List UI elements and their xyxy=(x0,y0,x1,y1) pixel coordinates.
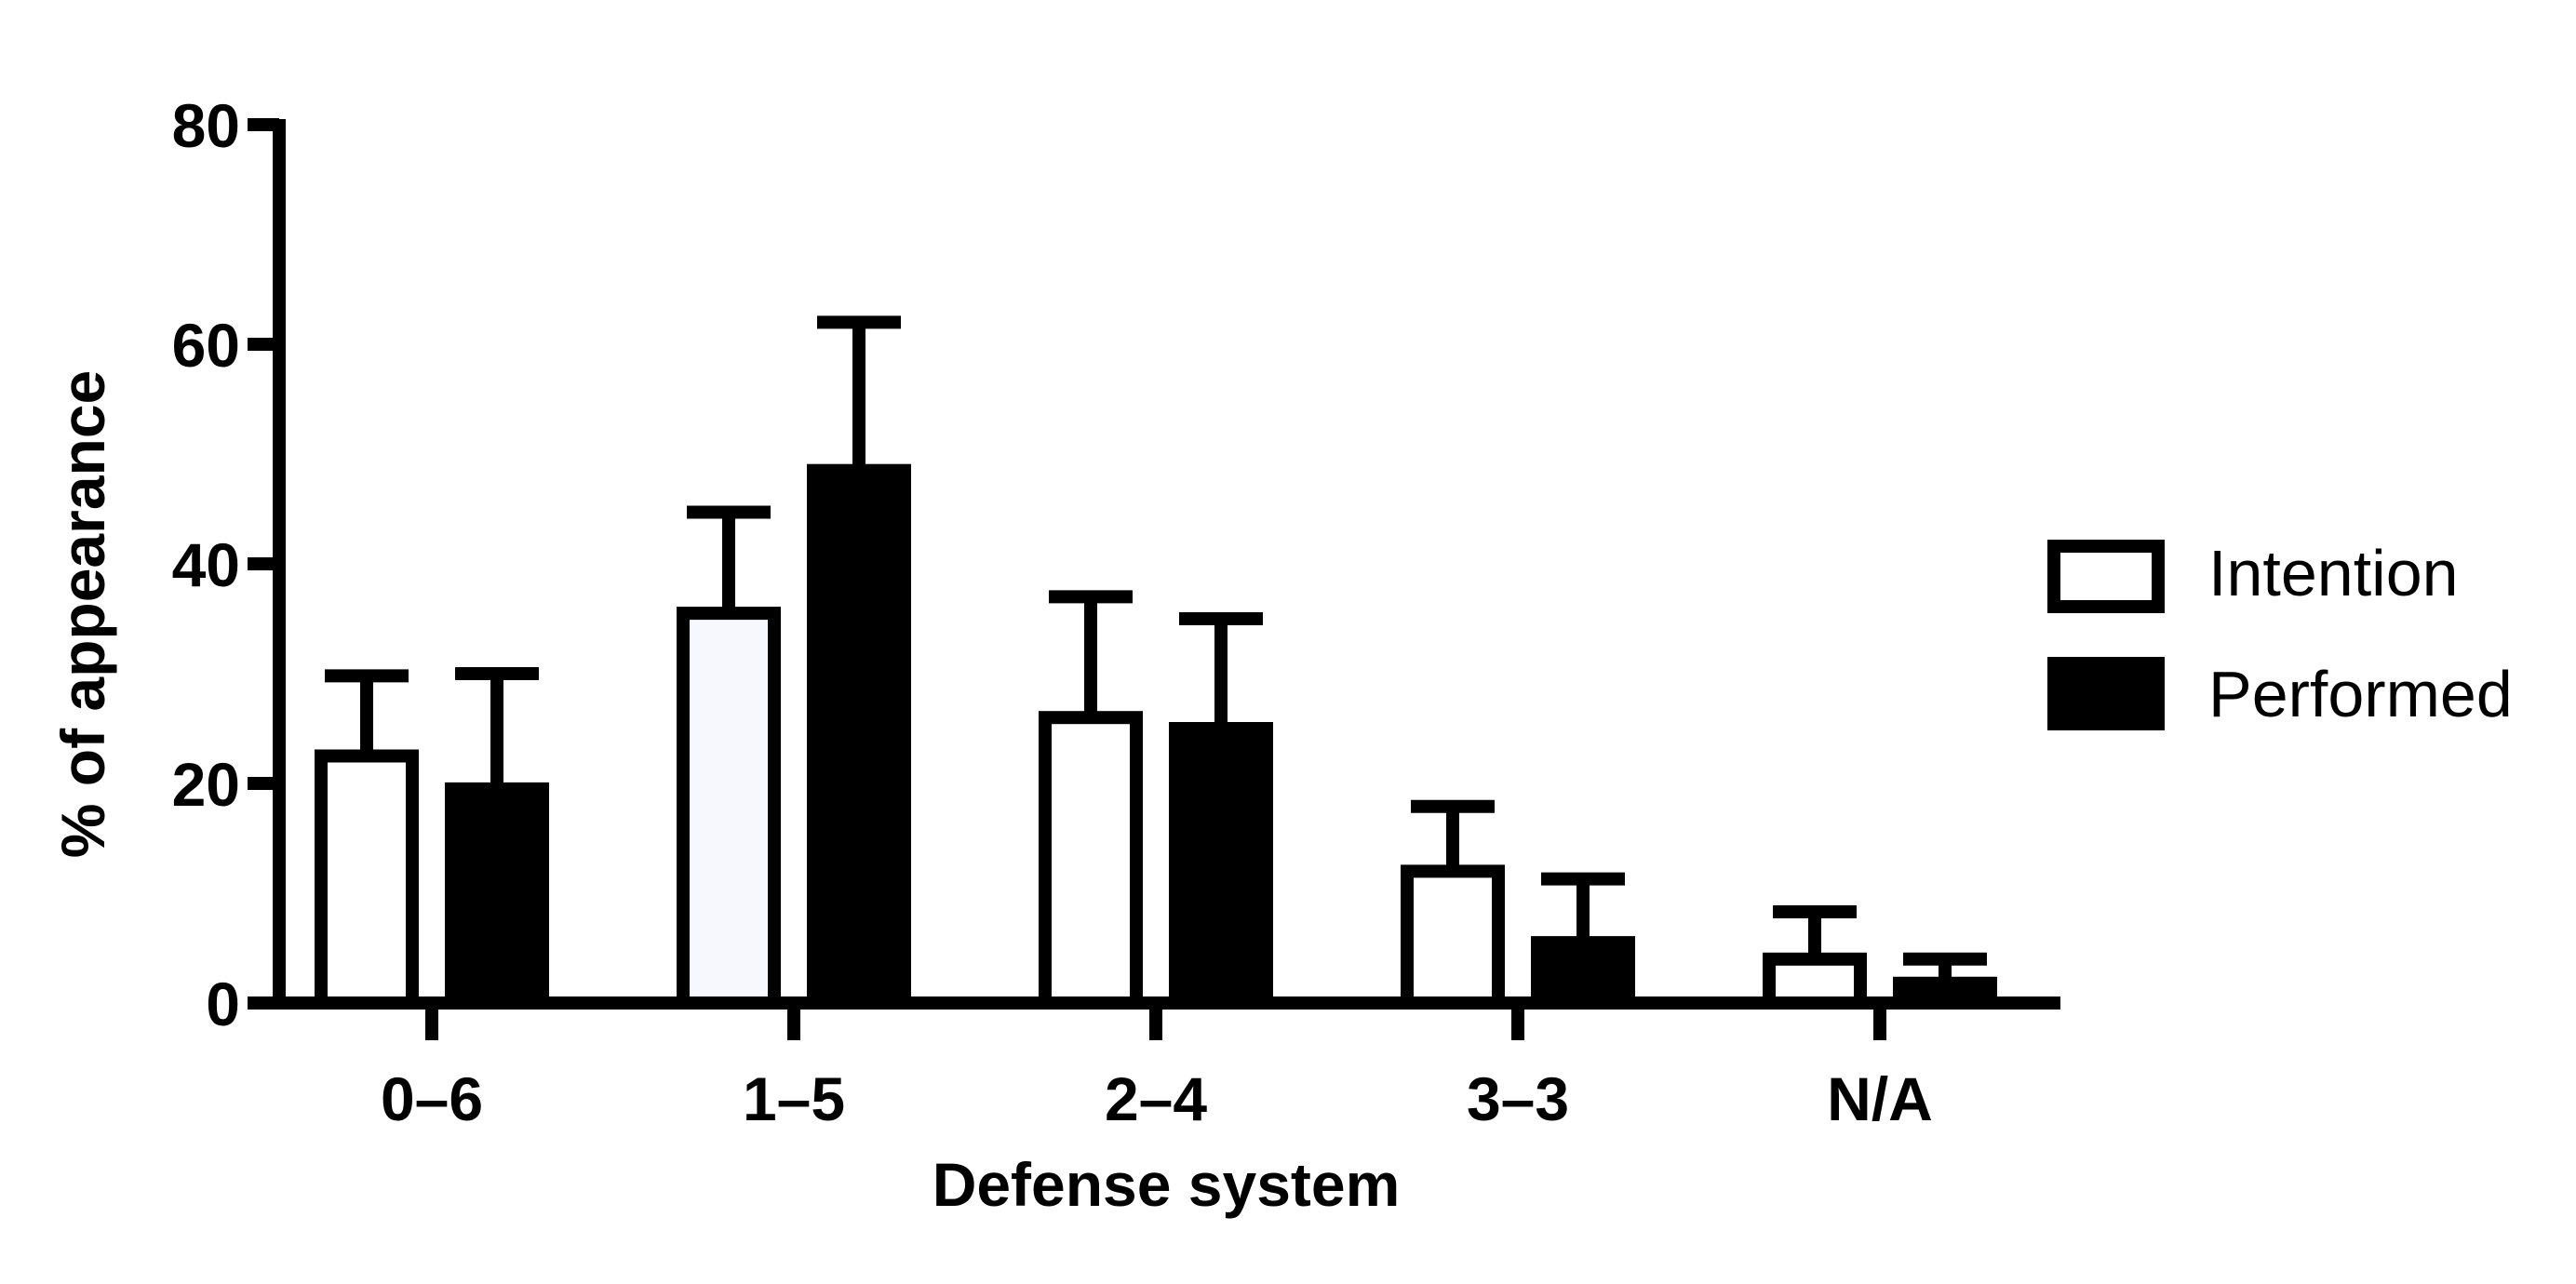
bar-intention-2-4 xyxy=(1039,711,1143,1010)
x-tick-label-2-4: 2–4 xyxy=(1105,1064,1207,1133)
y-tick-label-0: 0 xyxy=(206,970,240,1038)
x-tick-label-3-3: 3–3 xyxy=(1467,1064,1569,1133)
x-axis-title: Defense system xyxy=(932,1150,1401,1219)
legend-swatch-intention xyxy=(2047,540,2165,613)
bar-intention-0-6 xyxy=(315,749,419,1010)
bar-performed-2-4 xyxy=(1169,722,1273,1010)
bar-performed-3-3 xyxy=(1531,936,1635,1010)
bar-performed-0-6 xyxy=(445,782,549,1010)
y-axis-title: % of appearance xyxy=(48,370,117,859)
y-tick-label-60: 60 xyxy=(172,311,240,380)
plot-area xyxy=(315,315,1997,1010)
axes: Defense system % of appearance 0 20 40 60 80… xyxy=(48,91,2060,1219)
x-tick-label-1-5: 1–5 xyxy=(743,1064,845,1133)
bar-intention-3-3 xyxy=(1401,864,1505,1010)
legend-label-performed: Performed xyxy=(2208,658,2513,730)
bar-performed-1-5 xyxy=(807,463,911,1010)
x-tick-label-0-6: 0–6 xyxy=(381,1064,483,1133)
bar-intention-1-5 xyxy=(677,607,781,1010)
x-tick-label-n-a: N/A xyxy=(1827,1064,1933,1133)
legend: Intention Performed xyxy=(2047,537,2513,730)
legend-swatch-performed xyxy=(2047,657,2165,730)
bar-intention-n-a xyxy=(1763,952,1867,1010)
legend-label-intention: Intention xyxy=(2208,537,2459,609)
y-tick-label-40: 40 xyxy=(172,530,240,599)
y-tick-label-80: 80 xyxy=(172,91,240,160)
y-tick-label-20: 20 xyxy=(172,750,240,819)
